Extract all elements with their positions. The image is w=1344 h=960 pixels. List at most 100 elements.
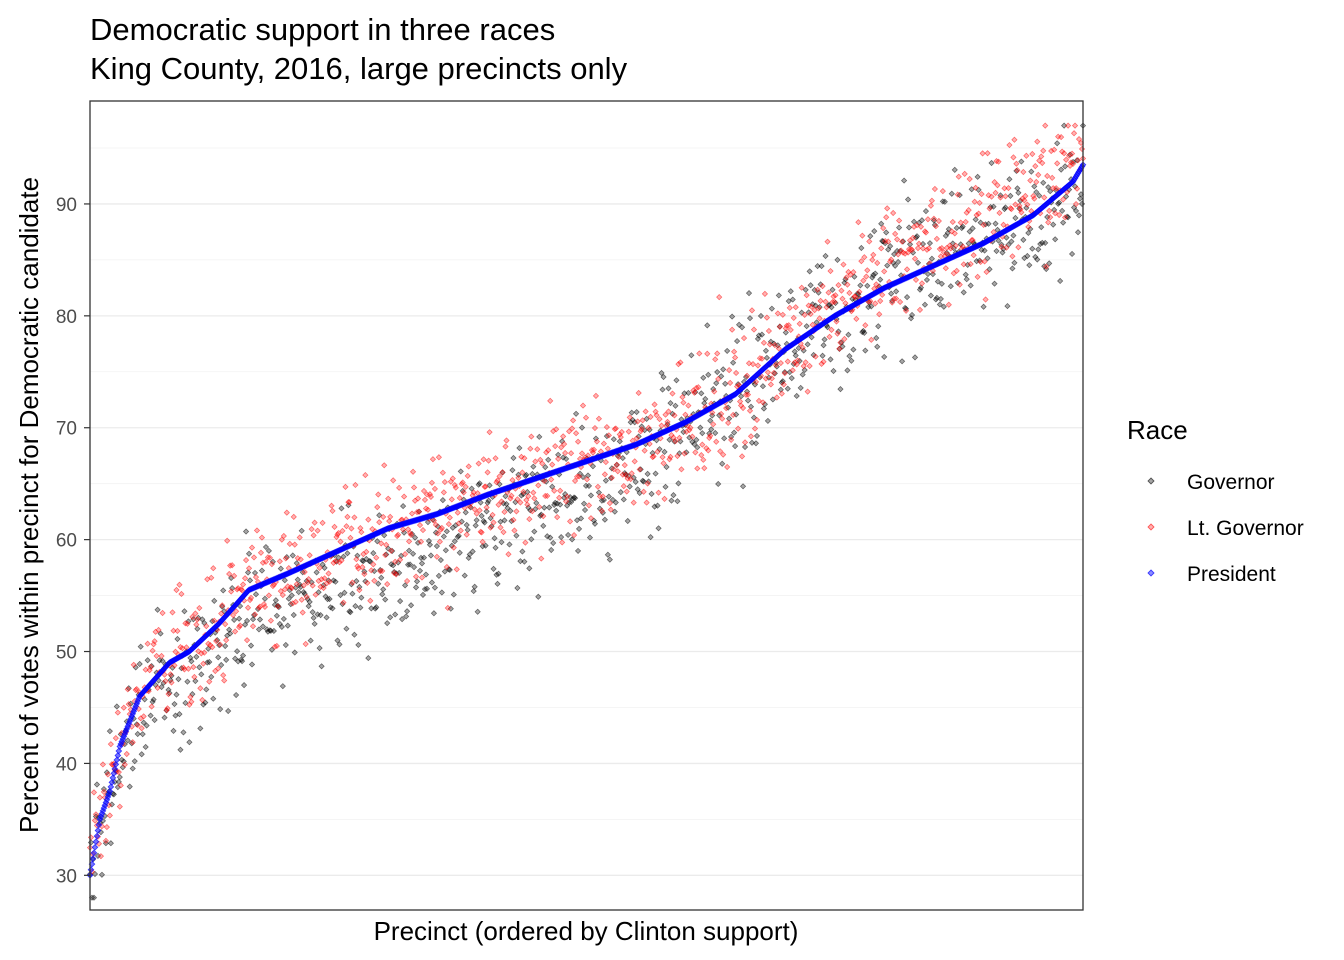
point-governor [922,208,930,215]
y-tick-label: 90 [56,195,77,216]
point-governor [462,509,469,516]
point-governor [573,517,581,524]
point-lt-governor [806,362,813,370]
point-lt-governor [203,623,210,630]
point-lt-governor [832,292,839,299]
point-governor [738,324,746,331]
point-governor [898,358,906,365]
point-lt-governor [162,677,169,685]
point-governor [262,543,270,551]
point-lt-governor [97,853,105,860]
point-governor [746,315,754,322]
point-governor [883,229,890,236]
point-lt-governor [414,495,422,502]
point-governor [686,434,693,441]
point-governor [867,233,874,240]
point-lt-governor [761,290,769,297]
point-lt-governor [342,483,349,490]
point-lt-governor [913,222,921,229]
point-governor [1028,168,1035,175]
point-governor [406,561,414,568]
point-governor [900,177,908,184]
point-lt-governor [364,579,371,587]
point-president [114,752,122,759]
point-lt-governor [456,494,463,502]
point-lt-governor [894,236,901,243]
point-lt-governor [671,412,678,419]
point-lt-governor [740,334,748,342]
point-lt-governor [470,489,477,496]
point-lt-governor [678,466,685,473]
point-lt-governor [223,637,230,644]
point-governor [1072,207,1080,215]
point-governor [98,871,106,878]
point-lt-governor [308,526,315,533]
point-lt-governor [390,477,397,484]
point-lt-governor [725,419,732,427]
x-axis-title: Precinct (ordered by Clinton support) [374,916,799,946]
point-governor [936,301,943,308]
point-governor [160,679,167,687]
point-governor [403,608,411,615]
point-governor [1037,240,1044,248]
point-governor [203,686,210,693]
point-lt-governor [446,514,453,521]
point-lt-governor [631,458,638,465]
point-governor [264,628,272,635]
point-lt-governor [317,583,324,590]
point-governor [1008,238,1015,245]
point-governor [977,219,984,226]
point-governor [182,699,189,707]
point-governor [430,610,438,617]
point-governor [830,367,837,375]
point-governor [510,454,517,462]
point-lt-governor [661,495,668,502]
point-lt-governor [116,803,123,810]
point-lt-governor [297,556,304,563]
point-lt-governor [850,269,857,276]
point-lt-governor [774,310,781,317]
point-governor [892,262,899,269]
point-governor [193,653,200,660]
point-lt-governor [363,548,370,555]
point-governor [616,438,623,445]
point-governor [670,491,677,499]
point-lt-governor [310,532,317,539]
point-lt-governor [868,336,875,343]
point-lt-governor [845,268,852,276]
point-governor [443,528,450,535]
point-lt-governor [643,499,650,506]
point-lt-governor [685,402,692,409]
point-lt-governor [536,503,543,511]
point-governor [405,547,413,554]
point-lt-governor [803,292,810,299]
point-lt-governor [628,470,635,477]
point-governor [245,550,253,557]
point-governor [960,289,967,296]
point-governor [829,286,836,293]
point-lt-governor [1013,160,1020,167]
point-governor [243,617,251,624]
point-governor [113,703,120,710]
point-governor [1047,188,1054,195]
point-governor [927,292,935,299]
point-lt-governor [174,627,181,635]
point-governor [167,677,174,684]
point-lt-governor [730,411,737,419]
point-lt-governor [90,789,98,796]
point-governor [1040,179,1047,186]
point-governor [902,305,910,312]
point-lt-governor [606,500,613,507]
point-lt-governor [911,255,919,262]
point-lt-governor [429,456,437,463]
point-lt-governor [986,205,993,212]
point-lt-governor [763,314,771,321]
point-lt-governor [707,432,714,439]
point-governor [305,603,312,610]
point-lt-governor [615,453,622,460]
point-lt-governor [544,492,551,500]
point-lt-governor [129,739,136,746]
point-lt-governor [192,610,199,617]
point-governor [517,558,524,565]
point-governor [549,483,556,490]
